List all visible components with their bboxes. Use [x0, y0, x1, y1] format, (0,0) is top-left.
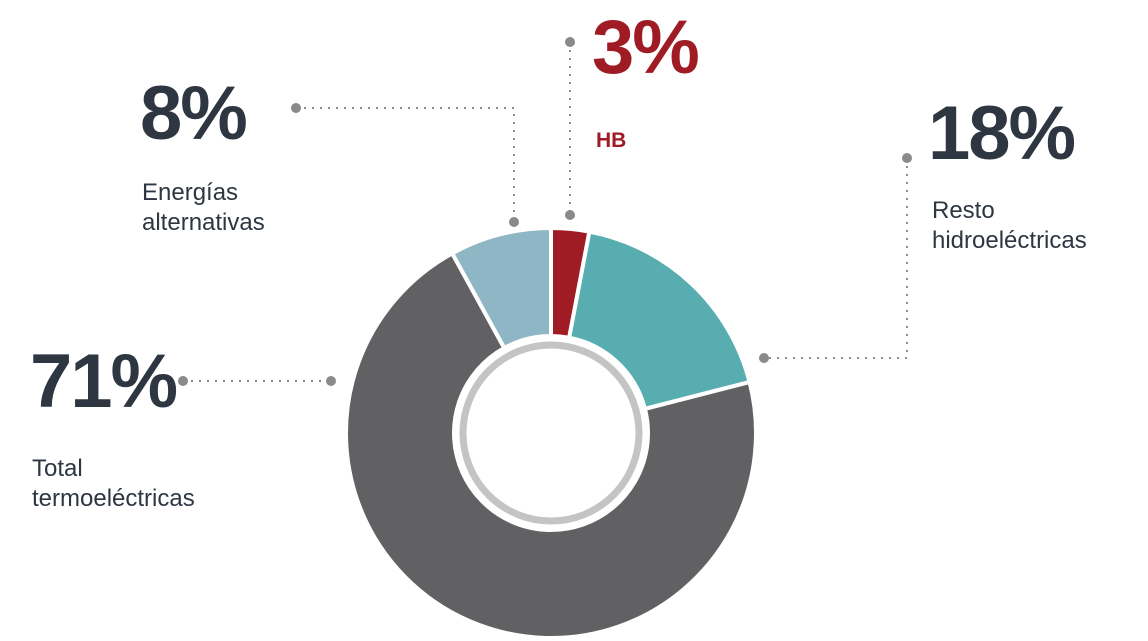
category-label: Total termoeléctricas [32, 455, 195, 512]
leader-line [764, 158, 908, 359]
leader-dot [565, 37, 575, 47]
leader-dot [902, 153, 912, 163]
value-label: 71% [30, 339, 178, 424]
donut [344, 225, 758, 640]
value-label: 3% [592, 5, 700, 90]
leader-dot [509, 217, 519, 227]
leader-dot [291, 103, 301, 113]
leaders [178, 37, 912, 386]
leader-line [296, 107, 515, 222]
value-label: 8% [140, 71, 248, 156]
leader-dot [326, 376, 336, 386]
slice [449, 225, 553, 351]
leader-dot [759, 353, 769, 363]
category-label: HB [596, 129, 627, 152]
leader-dot [178, 376, 188, 386]
slice [344, 250, 758, 640]
category-label: Resto hidroeléctricas [932, 197, 1087, 254]
donut-ring [459, 341, 643, 525]
leader-dot [565, 210, 575, 220]
slice [566, 229, 752, 412]
value-label: 18% [928, 91, 1076, 176]
category-label: Energías alternativas [142, 179, 265, 236]
